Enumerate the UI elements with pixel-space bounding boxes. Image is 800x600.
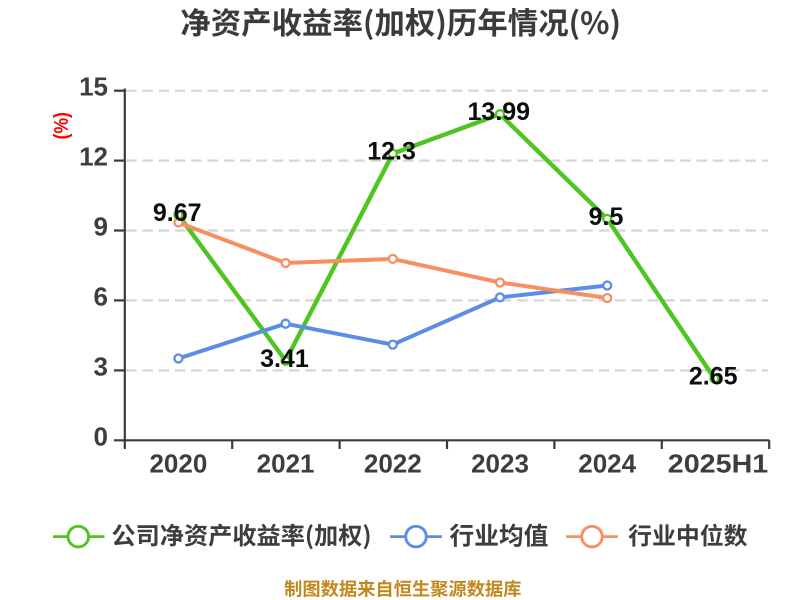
svg-text:3: 3 — [94, 351, 108, 381]
svg-text:(%): (%) — [51, 112, 73, 140]
svg-text:6: 6 — [94, 281, 108, 311]
svg-text:9.67: 9.67 — [153, 199, 202, 227]
svg-text:15: 15 — [79, 72, 108, 102]
svg-text:12: 12 — [79, 142, 108, 172]
svg-text:9.5: 9.5 — [589, 203, 624, 231]
svg-text:2022: 2022 — [364, 449, 422, 479]
svg-text:2025H1: 2025H1 — [668, 449, 769, 479]
svg-text:2021: 2021 — [257, 449, 315, 479]
svg-text:0: 0 — [94, 421, 108, 451]
svg-text:12.3: 12.3 — [367, 138, 416, 166]
svg-text:3.41: 3.41 — [260, 345, 309, 373]
svg-text:13.99: 13.99 — [468, 98, 531, 126]
svg-text:2023: 2023 — [471, 449, 529, 479]
svg-text:2.65: 2.65 — [689, 363, 738, 391]
svg-text:9: 9 — [94, 212, 108, 242]
svg-text:2024: 2024 — [578, 449, 636, 479]
svg-text:2020: 2020 — [149, 449, 207, 479]
